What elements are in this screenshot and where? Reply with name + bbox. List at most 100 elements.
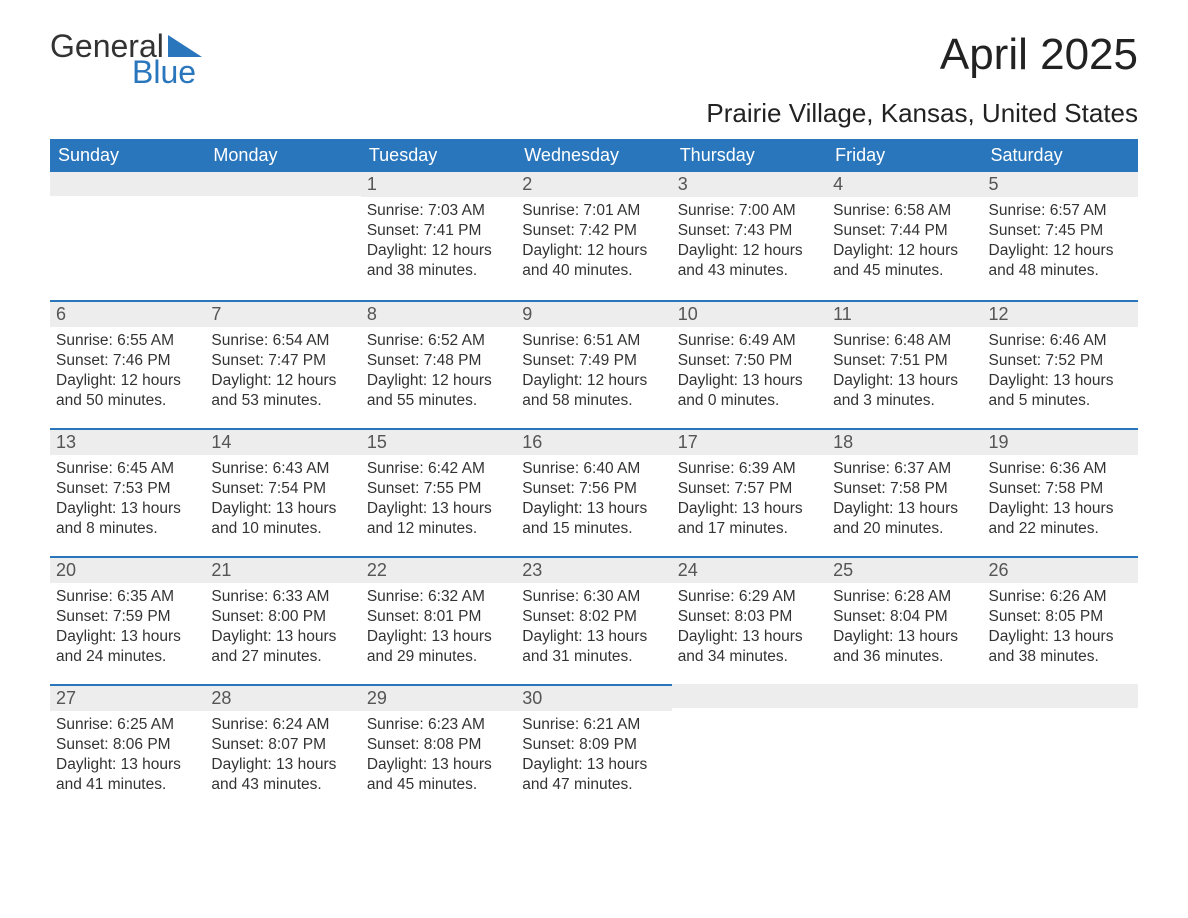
day-number: 13: [50, 428, 205, 455]
sunrise-text: Sunrise: 6:33 AM: [211, 587, 354, 607]
calendar-day-cell: 21Sunrise: 6:33 AMSunset: 8:00 PMDayligh…: [205, 556, 360, 684]
calendar-day-cell: 1Sunrise: 7:03 AMSunset: 7:41 PMDaylight…: [361, 172, 516, 300]
sunrise-text: Sunrise: 6:43 AM: [211, 459, 354, 479]
daylight-text: Daylight: 13 hours and 34 minutes.: [678, 627, 821, 667]
daylight-text: Daylight: 13 hours and 41 minutes.: [56, 755, 199, 795]
sunrise-text: Sunrise: 6:24 AM: [211, 715, 354, 735]
calendar-table: SundayMondayTuesdayWednesdayThursdayFrid…: [50, 139, 1138, 812]
calendar-day-cell: 9Sunrise: 6:51 AMSunset: 7:49 PMDaylight…: [516, 300, 671, 428]
sunrise-text: Sunrise: 6:35 AM: [56, 587, 199, 607]
daylight-text: Daylight: 13 hours and 22 minutes.: [989, 499, 1132, 539]
sunrise-text: Sunrise: 7:01 AM: [522, 201, 665, 221]
sunset-text: Sunset: 7:47 PM: [211, 351, 354, 371]
sunset-text: Sunset: 7:56 PM: [522, 479, 665, 499]
sunrise-text: Sunrise: 6:37 AM: [833, 459, 976, 479]
sunset-text: Sunset: 8:02 PM: [522, 607, 665, 627]
day-number: 16: [516, 428, 671, 455]
calendar-day-cell: 14Sunrise: 6:43 AMSunset: 7:54 PMDayligh…: [205, 428, 360, 556]
day-number: [50, 172, 205, 196]
calendar-day-cell: 18Sunrise: 6:37 AMSunset: 7:58 PMDayligh…: [827, 428, 982, 556]
day-number: 2: [516, 172, 671, 197]
calendar-week: 27Sunrise: 6:25 AMSunset: 8:06 PMDayligh…: [50, 684, 1138, 812]
sunrise-text: Sunrise: 6:45 AM: [56, 459, 199, 479]
calendar-day-cell: 8Sunrise: 6:52 AMSunset: 7:48 PMDaylight…: [361, 300, 516, 428]
day-number: 11: [827, 300, 982, 327]
calendar-day-cell: 7Sunrise: 6:54 AMSunset: 7:47 PMDaylight…: [205, 300, 360, 428]
day-number: 21: [205, 556, 360, 583]
logo: General Blue: [50, 30, 202, 88]
calendar-day-cell: 26Sunrise: 6:26 AMSunset: 8:05 PMDayligh…: [983, 556, 1138, 684]
daylight-text: Daylight: 12 hours and 58 minutes.: [522, 371, 665, 411]
sunset-text: Sunset: 7:51 PM: [833, 351, 976, 371]
daylight-text: Daylight: 12 hours and 55 minutes.: [367, 371, 510, 411]
sunset-text: Sunset: 7:48 PM: [367, 351, 510, 371]
daylight-text: Daylight: 13 hours and 29 minutes.: [367, 627, 510, 667]
sunset-text: Sunset: 8:01 PM: [367, 607, 510, 627]
calendar-day-cell: 10Sunrise: 6:49 AMSunset: 7:50 PMDayligh…: [672, 300, 827, 428]
day-details: Sunrise: 6:23 AMSunset: 8:08 PMDaylight:…: [361, 711, 516, 800]
day-number: 27: [50, 684, 205, 711]
daylight-text: Daylight: 13 hours and 15 minutes.: [522, 499, 665, 539]
day-header: Thursday: [672, 139, 827, 172]
day-number: 8: [361, 300, 516, 327]
day-header: Monday: [205, 139, 360, 172]
sunset-text: Sunset: 7:49 PM: [522, 351, 665, 371]
daylight-text: Daylight: 12 hours and 40 minutes.: [522, 241, 665, 281]
sunrise-text: Sunrise: 6:25 AM: [56, 715, 199, 735]
sunrise-text: Sunrise: 6:51 AM: [522, 331, 665, 351]
daylight-text: Daylight: 13 hours and 45 minutes.: [367, 755, 510, 795]
sunrise-text: Sunrise: 6:32 AM: [367, 587, 510, 607]
day-details: Sunrise: 7:01 AMSunset: 7:42 PMDaylight:…: [516, 197, 671, 286]
calendar-day-cell: 30Sunrise: 6:21 AMSunset: 8:09 PMDayligh…: [516, 684, 671, 812]
day-number: 18: [827, 428, 982, 455]
calendar-day-cell: 22 Sunrise: 6:32 AMSunset: 8:01 PMDayligh…: [361, 556, 516, 684]
day-number: 29: [361, 684, 516, 711]
day-details: Sunrise: 6:57 AMSunset: 7:45 PMDaylight:…: [983, 197, 1138, 286]
day-details: Sunrise: 6:48 AMSunset: 7:51 PMDaylight:…: [827, 327, 982, 416]
day-number: 6: [50, 300, 205, 327]
calendar-day-cell: 17Sunrise: 6:39 AMSunset: 7:57 PMDayligh…: [672, 428, 827, 556]
calendar-day-cell: 23Sunrise: 6:30 AMSunset: 8:02 PMDayligh…: [516, 556, 671, 684]
daylight-text: Daylight: 12 hours and 48 minutes.: [989, 241, 1132, 281]
day-number: 5: [983, 172, 1138, 197]
day-details: Sunrise: 6:36 AMSunset: 7:58 PMDaylight:…: [983, 455, 1138, 544]
header: General Blue April 2025: [50, 30, 1138, 88]
calendar-week: 20Sunrise: 6:35 AMSunset: 7:59 PMDayligh…: [50, 556, 1138, 684]
sunrise-text: Sunrise: 6:49 AM: [678, 331, 821, 351]
sunset-text: Sunset: 8:05 PM: [989, 607, 1132, 627]
daylight-text: Daylight: 13 hours and 5 minutes.: [989, 371, 1132, 411]
sunset-text: Sunset: 7:50 PM: [678, 351, 821, 371]
day-header: Sunday: [50, 139, 205, 172]
sunset-text: Sunset: 7:45 PM: [989, 221, 1132, 241]
daylight-text: Daylight: 12 hours and 38 minutes.: [367, 241, 510, 281]
day-details: Sunrise: 6:35 AMSunset: 7:59 PMDaylight:…: [50, 583, 205, 672]
daylight-text: Daylight: 13 hours and 31 minutes.: [522, 627, 665, 667]
day-details: Sunrise: 6:54 AMSunset: 7:47 PMDaylight:…: [205, 327, 360, 416]
day-number: 22: [361, 556, 516, 583]
day-number: 17: [672, 428, 827, 455]
day-number: 14: [205, 428, 360, 455]
day-details: Sunrise: 6:42 AMSunset: 7:55 PMDaylight:…: [361, 455, 516, 544]
calendar-day-cell: 6Sunrise: 6:55 AMSunset: 7:46 PMDaylight…: [50, 300, 205, 428]
day-number: [827, 684, 982, 708]
calendar-day-cell: 27Sunrise: 6:25 AMSunset: 8:06 PMDayligh…: [50, 684, 205, 812]
day-details: Sunrise: 6:52 AMSunset: 7:48 PMDaylight:…: [361, 327, 516, 416]
calendar-day-cell: 5Sunrise: 6:57 AMSunset: 7:45 PMDaylight…: [983, 172, 1138, 300]
sunset-text: Sunset: 8:09 PM: [522, 735, 665, 755]
sunrise-text: Sunrise: 6:36 AM: [989, 459, 1132, 479]
daylight-text: Daylight: 13 hours and 20 minutes.: [833, 499, 976, 539]
sunset-text: Sunset: 8:08 PM: [367, 735, 510, 755]
day-number: 30: [516, 684, 671, 711]
calendar-week: 13Sunrise: 6:45 AMSunset: 7:53 PMDayligh…: [50, 428, 1138, 556]
daylight-text: Daylight: 13 hours and 17 minutes.: [678, 499, 821, 539]
daylight-text: Daylight: 13 hours and 27 minutes.: [211, 627, 354, 667]
calendar-day-cell: [205, 172, 360, 300]
daylight-text: Daylight: 13 hours and 8 minutes.: [56, 499, 199, 539]
sunset-text: Sunset: 7:41 PM: [367, 221, 510, 241]
day-number: 4: [827, 172, 982, 197]
day-details: Sunrise: 6:30 AMSunset: 8:02 PMDaylight:…: [516, 583, 671, 672]
sunrise-text: Sunrise: 6:57 AM: [989, 201, 1132, 221]
day-details: Sunrise: 6:26 AMSunset: 8:05 PMDaylight:…: [983, 583, 1138, 672]
sunrise-text: Sunrise: 6:52 AM: [367, 331, 510, 351]
daylight-text: Daylight: 12 hours and 53 minutes.: [211, 371, 354, 411]
